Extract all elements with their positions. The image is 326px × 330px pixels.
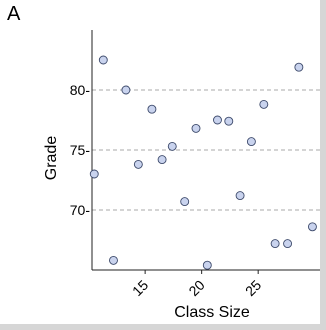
scatter-point: [98, 55, 108, 65]
scatter-point: [191, 123, 201, 133]
chart-panel: A Class Size Grade 70- 75- 80- 15 20 25: [0, 0, 320, 324]
axis-labels: Class Size Grade 70- 75- 80- 15 20 25: [43, 82, 264, 321]
y-tick-label: 80-: [70, 82, 91, 98]
scatter-point: [235, 191, 245, 201]
scatter-point: [213, 115, 222, 125]
scatter-point: [246, 137, 256, 147]
x-axis-title: Class Size: [174, 304, 250, 321]
scatter-point: [259, 99, 269, 109]
scatter-point: [180, 197, 190, 207]
scatter-point: [133, 159, 143, 169]
grid-lines: [92, 89, 320, 211]
scatter-point: [294, 62, 304, 72]
y-tick-label: 75-: [70, 142, 91, 158]
scatter-point: [224, 116, 234, 126]
scatter-point: [147, 104, 157, 114]
scatter-point: [283, 239, 293, 249]
scatter-point: [307, 222, 317, 232]
panel-label: A: [7, 3, 21, 25]
scatter-chart: Class Size Grade 70- 75- 80- 15 20 25: [43, 30, 320, 321]
y-axis-title: Grade: [43, 136, 60, 181]
x-tick-label: 25: [242, 277, 264, 299]
x-tick-label: 20: [185, 277, 207, 299]
data-points: [89, 55, 317, 270]
scatter-point: [121, 85, 131, 95]
y-tick-label: 70-: [70, 202, 91, 218]
scatter-point: [109, 255, 118, 265]
scatter-point: [202, 260, 212, 270]
axes: [91, 30, 320, 274]
x-tick-label: 15: [129, 277, 151, 299]
scatter-point: [157, 155, 167, 165]
scatter-point: [270, 239, 280, 249]
scatter-point: [89, 169, 99, 179]
scatter-point: [167, 141, 177, 151]
